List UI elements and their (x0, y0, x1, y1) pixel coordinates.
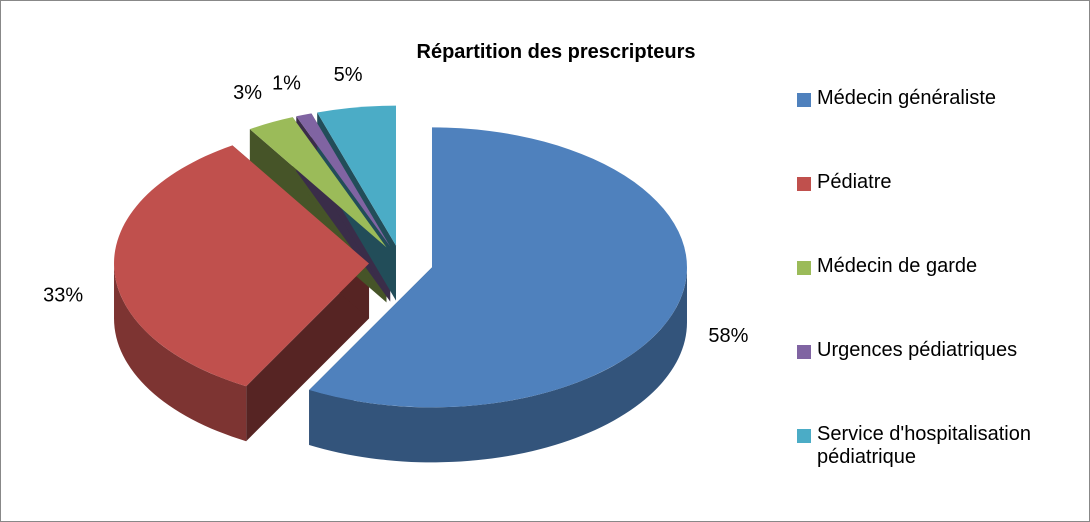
slice (296, 113, 391, 247)
data-label: 5% (334, 64, 363, 86)
slice-side (246, 263, 370, 442)
slice-wall (114, 263, 247, 442)
chart: Répartition des prescripteurs 58% 33% 3% 1%… (43, 41, 749, 463)
legend-label: Médecin de garde (817, 255, 978, 277)
slice (317, 105, 396, 246)
legend-label: Pédiatre (817, 171, 892, 193)
legend-item: Service d'hospitalisation pédiatrique (797, 423, 1082, 507)
legend-swatch (797, 345, 811, 359)
slice (309, 127, 687, 408)
data-label: 33% (43, 285, 83, 307)
legend-label: Médecin généraliste (817, 87, 996, 109)
legend-item: Pédiatre (797, 171, 1082, 255)
legend-item: Médecin de garde (797, 255, 1082, 339)
slice (114, 145, 370, 387)
legend-swatch (797, 429, 811, 443)
slice (249, 117, 387, 248)
legend-item: Médecin généraliste (797, 87, 1082, 171)
legend: Médecin généraliste Pédiatre Médecin de ga… (797, 87, 1082, 507)
legend-label: Service d'hospitalisation pédiatrique (817, 423, 1031, 468)
data-label: 3% (233, 82, 262, 104)
slice-wall (309, 267, 687, 463)
legend-label: Urgences pédiatriques (817, 339, 1018, 361)
chart-title: Répartition des prescripteurs (417, 41, 696, 63)
data-label: 58% (708, 325, 748, 347)
legend-swatch (797, 261, 811, 275)
data-label: 1% (272, 73, 301, 95)
legend-item: Urgences pédiatriques (797, 339, 1082, 423)
legend-swatch (797, 93, 811, 107)
legend-swatch (797, 177, 811, 191)
